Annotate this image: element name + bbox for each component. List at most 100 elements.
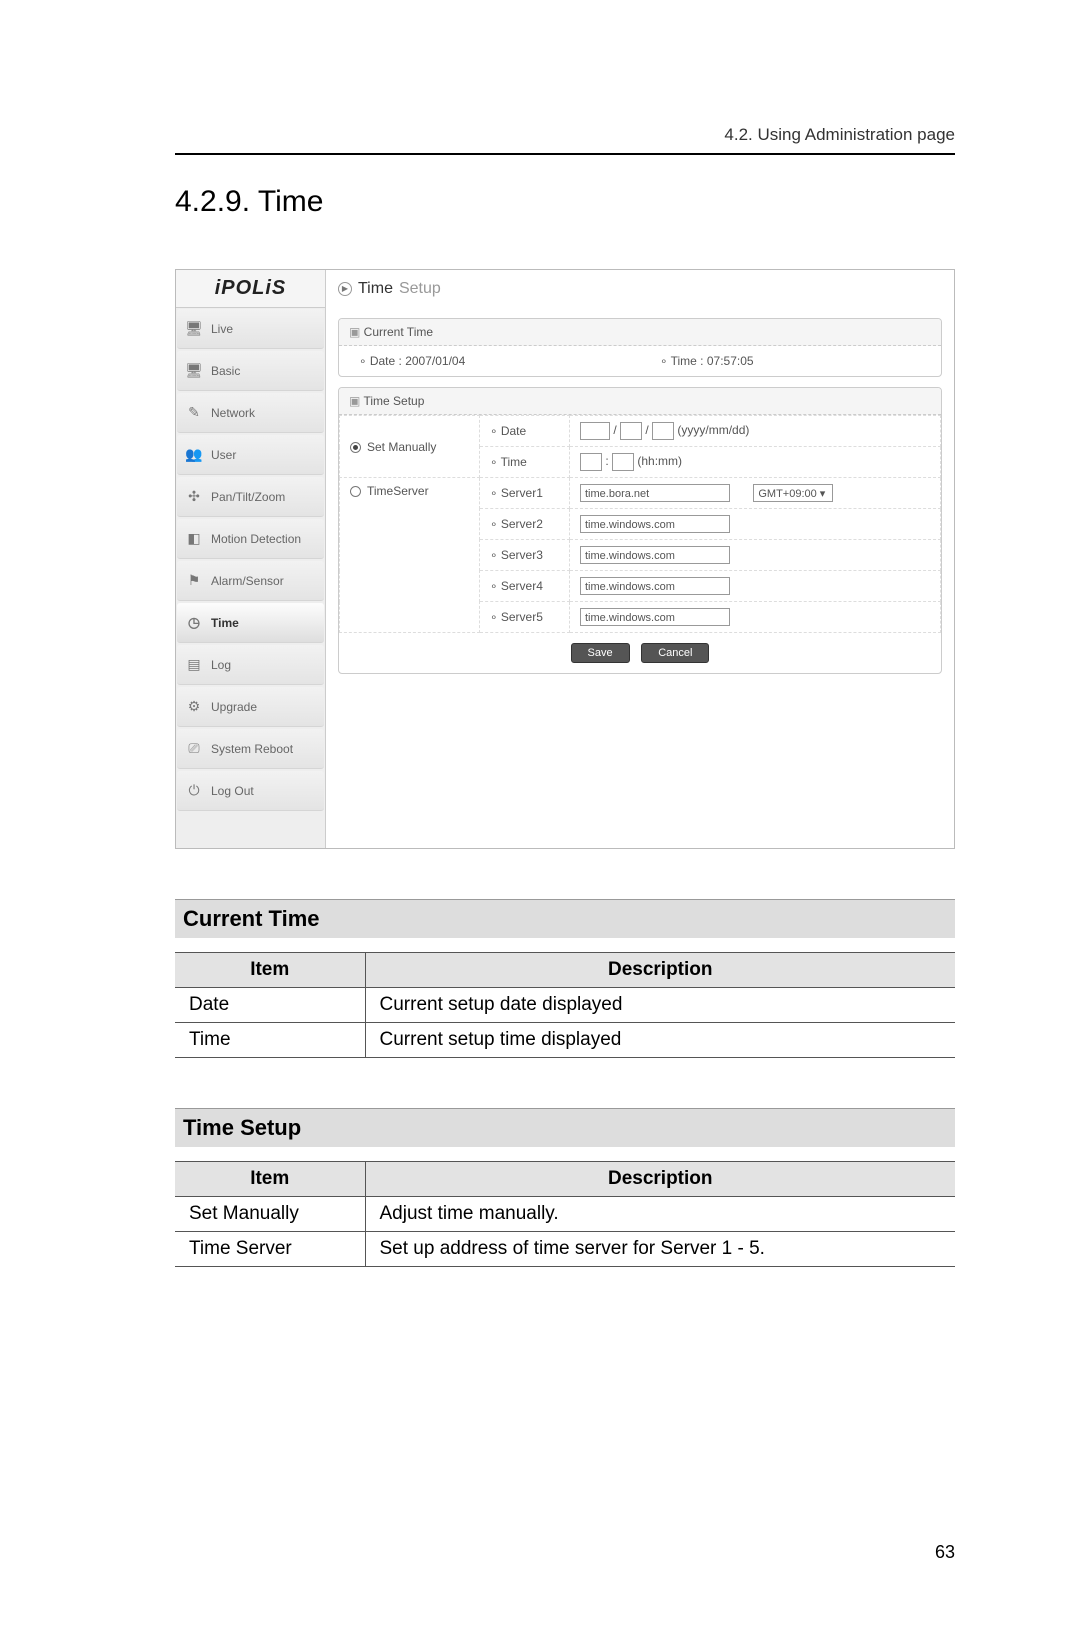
page-title-prefix: Time <box>358 280 393 298</box>
log-icon: ▤ <box>185 656 203 674</box>
sidebar-item-label: Basic <box>211 364 240 378</box>
date-month-input[interactable] <box>620 422 642 440</box>
sidebar-item-label: System Reboot <box>211 742 293 756</box>
clock-icon: ◷ <box>185 614 203 632</box>
server5-label: ∘ Server5 <box>480 602 570 633</box>
sidebar-item-basic[interactable]: 🖥 Basic <box>177 351 324 391</box>
time-inputs: : (hh:mm) <box>570 447 941 478</box>
server1-label: ∘ Server1 <box>480 478 570 509</box>
server2-label: ∘ Server2 <box>480 509 570 540</box>
date-year-input[interactable] <box>580 422 610 440</box>
cell-desc: Adjust time manually. <box>365 1197 955 1232</box>
sidebar-item-label: Alarm/Sensor <box>211 574 284 588</box>
power-icon: ⏻ <box>185 782 203 800</box>
page-title: ▶ Time Setup <box>338 270 942 308</box>
th-desc: Description <box>365 953 955 988</box>
date-label: ∘ Date <box>480 416 570 447</box>
table-row: Time Current setup time displayed <box>175 1023 955 1058</box>
server1-row: time.bora.net GMT+09:00 ▾ <box>570 478 941 509</box>
th-desc: Description <box>365 1162 955 1197</box>
th-item: Item <box>175 953 365 988</box>
motion-icon: ◧ <box>185 530 203 548</box>
logo: iPOLiS <box>176 270 325 308</box>
network-icon: ✎ <box>185 404 203 422</box>
cell-item: Set Manually <box>175 1197 365 1232</box>
time-setup-table: Set Manually ∘ Date / / (yyyy/mm/dd) ∘ T… <box>339 415 941 633</box>
time-hh-input[interactable] <box>580 453 602 471</box>
page-title-suffix: Setup <box>399 280 441 298</box>
header-rule <box>175 153 955 155</box>
time-setup-panel: Time Setup Set Manually ∘ Date / / (yyyy… <box>338 387 942 674</box>
sidebar-item-label: Upgrade <box>211 700 257 714</box>
sidebar-item-label: Log <box>211 658 231 672</box>
alarm-icon: ⚑ <box>185 572 203 590</box>
server3-label: ∘ Server3 <box>480 540 570 571</box>
sidebar-item-upgrade[interactable]: ⚙ Upgrade <box>177 687 324 727</box>
radio-set-manually[interactable] <box>350 442 361 453</box>
table-row: Date Current setup date displayed <box>175 988 955 1023</box>
main-panel: ▶ Time Setup Current Time ∘ Date : 2007/… <box>326 270 954 848</box>
server4-input[interactable]: time.windows.com <box>580 577 730 595</box>
radio-time-server[interactable] <box>350 486 361 497</box>
save-button[interactable]: Save <box>571 643 630 663</box>
server5-input[interactable]: time.windows.com <box>580 608 730 626</box>
sidebar-item-alarm[interactable]: ⚑ Alarm/Sensor <box>177 561 324 601</box>
doc-current-time-table: Item Description Date Current setup date… <box>175 952 955 1058</box>
server4-label: ∘ Server4 <box>480 571 570 602</box>
sidebar-item-log[interactable]: ▤ Log <box>177 645 324 685</box>
play-icon: ▶ <box>338 282 352 296</box>
date-inputs: / / (yyyy/mm/dd) <box>570 416 941 447</box>
header-breadcrumb: 4.2. Using Administration page <box>175 125 955 145</box>
users-icon: 👥 <box>185 446 203 464</box>
cancel-button[interactable]: Cancel <box>641 643 709 663</box>
sidebar-item-logout[interactable]: ⏻ Log Out <box>177 771 324 811</box>
cell-desc: Current setup time displayed <box>365 1023 955 1058</box>
sidebar-item-reboot[interactable]: ⎚System Reboot <box>177 729 324 769</box>
sidebar-item-label: Network <box>211 406 255 420</box>
time-server-label: TimeServer <box>367 484 429 498</box>
monitor-icon: 🖥 <box>185 362 203 380</box>
sidebar-item-label: Log Out <box>211 784 254 798</box>
sidebar-item-live[interactable]: 🖥 Live <box>177 309 324 349</box>
sidebar-item-label: Time <box>211 616 239 630</box>
cell-item: Time Server <box>175 1232 365 1267</box>
th-item: Item <box>175 1162 365 1197</box>
cell-desc: Set up address of time server for Server… <box>365 1232 955 1267</box>
sidebar-item-label: Live <box>211 322 233 336</box>
screenshot: iPOLiS 🖥 Live 🖥 Basic ✎ Network 👥 User ✣ Pan/… <box>175 269 955 849</box>
gear-icon: ⚙ <box>185 698 203 716</box>
sidebar-item-label: User <box>211 448 236 462</box>
time-mm-input[interactable] <box>612 453 634 471</box>
doc-current-time-title: Current Time <box>175 899 955 938</box>
sidebar-item-time[interactable]: ◷ Time <box>177 603 324 643</box>
sidebar-item-network[interactable]: ✎ Network <box>177 393 324 433</box>
cell-item: Date <box>175 988 365 1023</box>
sidebar-item-label: Pan/Tilt/Zoom <box>211 490 285 504</box>
server1-input[interactable]: time.bora.net <box>580 484 730 502</box>
button-row: Save Cancel <box>339 633 941 673</box>
ptz-icon: ✣ <box>185 488 203 506</box>
date-day-input[interactable] <box>652 422 674 440</box>
section-title: 4.2.9. Time <box>175 185 955 219</box>
cell-desc: Current setup date displayed <box>365 988 955 1023</box>
time-server-cell[interactable]: TimeServer <box>340 478 480 633</box>
table-row: Set Manually Adjust time manually. <box>175 1197 955 1232</box>
current-time-panel: Current Time ∘ Date : 2007/01/04 ∘ Time … <box>338 318 942 377</box>
tz-select[interactable]: GMT+09:00 ▾ <box>753 484 833 502</box>
sidebar-item-ptz[interactable]: ✣ Pan/Tilt/Zoom <box>177 477 324 517</box>
monitor-icon: 🖥 <box>185 320 203 338</box>
server3-input[interactable]: time.windows.com <box>580 546 730 564</box>
current-time-value: ∘ Time : 07:57:05 <box>640 354 941 368</box>
sidebar-item-user[interactable]: 👥 User <box>177 435 324 475</box>
server2-input[interactable]: time.windows.com <box>580 515 730 533</box>
time-setup-header: Time Setup <box>339 388 941 415</box>
doc-time-setup-table: Item Description Set Manually Adjust tim… <box>175 1161 955 1267</box>
current-time-header: Current Time <box>339 319 941 346</box>
time-label: ∘ Time <box>480 447 570 478</box>
page-number: 63 <box>935 1542 955 1563</box>
set-manually-cell[interactable]: Set Manually <box>340 416 480 478</box>
sidebar-item-motion[interactable]: ◧Motion Detection <box>177 519 324 559</box>
sidebar: iPOLiS 🖥 Live 🖥 Basic ✎ Network 👥 User ✣ Pan/… <box>176 270 326 848</box>
date-hint: (yyyy/mm/dd) <box>677 423 749 437</box>
time-hint: (hh:mm) <box>637 454 682 468</box>
